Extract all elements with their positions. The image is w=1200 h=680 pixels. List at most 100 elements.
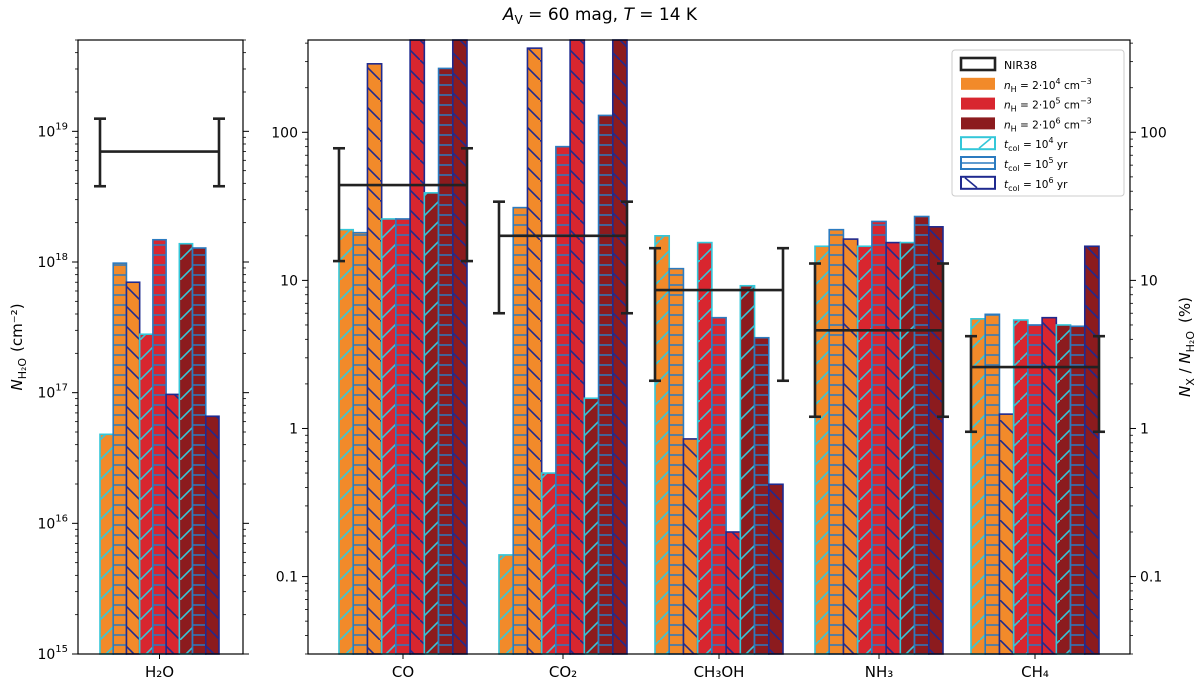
bar-ho-n5t6	[165, 393, 181, 655]
legend-label-t6: tcol = 106 yr	[1004, 176, 1068, 193]
left-bars	[99, 238, 220, 655]
bar-ch-n4t5	[984, 313, 1001, 655]
bar-choh-n6t6	[767, 483, 784, 655]
bar-co-n5t6	[409, 39, 426, 655]
right-panel: 0.1 0.1 1 1 10 10 100 100 CO CO₂ CH₃OH NH₃ CH₄ NX /…	[271, 39, 1197, 680]
bar-ch-n5t5	[1027, 324, 1043, 655]
bar-co-n6t4	[423, 192, 440, 655]
bar-nh-n5t4	[856, 245, 873, 655]
y-tick-label-left: 1	[289, 421, 298, 437]
right-y-axis: 0.1 0.1 1 1 10 10 100 100	[271, 42, 1167, 655]
bar-choh-n6t4	[739, 284, 756, 655]
y-tick-label-left: 10	[280, 273, 298, 289]
bar-nh-n4t6	[842, 238, 859, 655]
bar-ch-n6t4	[1055, 324, 1072, 655]
left-panel: 1015 1016 1017 1018 1019 H₂O NH₂O(cm⁻²)	[8, 39, 249, 680]
x-tick-label-nh: NH₃	[865, 663, 894, 680]
bar-ch-n6t6	[1083, 245, 1100, 655]
bar-co-n4t4	[498, 554, 515, 655]
y-tick-label: 1016	[37, 513, 68, 532]
bar-co-n4t6	[366, 63, 383, 655]
y-tick-label-right: 100	[1140, 125, 1167, 141]
legend: NIR38 nH = 2·104 cm−3 nH = 2·105 cm−3 nH = …	[951, 49, 1125, 197]
bar-ho-n4t5	[112, 262, 128, 655]
x-tick-label-ch: CH₄	[1021, 663, 1049, 680]
y-tick-label: 1015	[37, 644, 68, 663]
bar-choh-n5t5	[711, 316, 727, 655]
bar-choh-n4t4	[654, 235, 671, 655]
bar-ch-n6t5	[1069, 325, 1086, 655]
y-tick-label-right: 0.1	[1140, 570, 1162, 586]
legend-swatch-t4	[960, 136, 996, 151]
x-tick-label-choh: CH₃OH	[694, 663, 745, 680]
left-x-axis: H₂O	[145, 654, 174, 680]
legend-label-nir38: NIR38	[1004, 59, 1037, 72]
bar-co-n5t5	[395, 218, 411, 655]
x-tick-label-co: CO₂	[549, 663, 577, 680]
bar-co-n6t5	[437, 67, 454, 655]
bar-ho-n6t6	[204, 415, 220, 655]
bar-nh-n6t5	[913, 215, 930, 655]
bar-nh-n5t5	[871, 220, 887, 655]
bar-choh-n6t5	[753, 336, 770, 655]
y-tick-label-left: 100	[271, 125, 298, 141]
bar-choh-n4t6	[682, 438, 699, 655]
y-tick-label-right: 1	[1140, 421, 1149, 437]
bar-co-n5t4	[540, 472, 557, 655]
bar-ho-n6t5	[191, 247, 207, 655]
bar-choh-n5t6	[725, 531, 742, 655]
legend-label-n5: nH = 2·105 cm−3	[1004, 97, 1092, 114]
y-tick-label: 1017	[37, 383, 68, 402]
legend-swatch-t6	[960, 175, 996, 190]
bar-nh-n4t4	[814, 245, 831, 655]
right-x-axis: CO CO₂ CH₃OH NH₃ CH₄	[392, 654, 1049, 680]
y-tick-label-right: 10	[1140, 273, 1158, 289]
legend-swatch-n6	[961, 117, 995, 130]
bar-co-n5t6	[569, 39, 586, 655]
bar-ch-n4t4	[970, 318, 987, 655]
bar-choh-n5t4	[696, 241, 713, 655]
legend-swatch-n5	[961, 97, 995, 110]
bar-nh-n5t6	[885, 241, 902, 655]
bar-nh-n6t6	[927, 226, 944, 655]
bar-co-n6t4	[583, 397, 600, 655]
y-tick-label-left: 0.1	[276, 570, 298, 586]
bar-nh-n4t5	[828, 228, 845, 655]
bar-ch-n4t6	[998, 413, 1015, 655]
left-y-axis: 1015 1016 1017 1018 1019	[37, 39, 249, 663]
legend-hatch-t6	[964, 177, 978, 189]
legend-label-t4: tcol = 104 yr	[1004, 136, 1068, 153]
bar-co-n4t5	[512, 206, 529, 655]
legend-swatch-nir38	[959, 56, 997, 72]
right-y-label: NX / NH₂O(%)	[1176, 297, 1197, 397]
bar-co-n6t5	[597, 114, 614, 655]
bar-co-n5t4	[380, 218, 397, 655]
bar-ho-n6t4	[178, 242, 194, 655]
x-tick-label-co: CO	[392, 663, 414, 680]
legend-label-n6: nH = 2·106 cm−3	[1004, 116, 1092, 133]
left-y-label: NH₂O(cm⁻²)	[8, 303, 29, 390]
bar-co-n4t5	[352, 231, 369, 655]
legend-label-t5: tcol = 105 yr	[1004, 156, 1068, 173]
bar-ho-n4t6	[125, 281, 141, 655]
bar-ho-n5t4	[138, 333, 154, 655]
bar-ch-n5t4	[1012, 319, 1029, 655]
right-observations	[333, 146, 1105, 434]
right-frame	[307, 39, 1131, 655]
bar-choh-n4t5	[668, 267, 685, 655]
bar-nh-n6t4	[899, 241, 916, 655]
legend-label-n4: nH = 2·104 cm−3	[1004, 77, 1092, 94]
bar-ho-n5t5	[152, 238, 167, 655]
y-tick-label: 1018	[37, 252, 68, 271]
left-observations	[94, 117, 225, 188]
x-tick-label-ho: H₂O	[145, 663, 174, 680]
legend-hatch-t4	[978, 137, 992, 149]
bar-co-n4t4	[338, 228, 355, 655]
legend-swatch-n4	[961, 77, 995, 90]
bar-co-n5t5	[555, 145, 571, 655]
left-frame	[77, 39, 244, 655]
bar-co-n6t6	[451, 39, 468, 655]
y-tick-label: 1019	[37, 121, 68, 140]
chart-title: AV = 60 mag, T = 14 K	[502, 5, 698, 27]
